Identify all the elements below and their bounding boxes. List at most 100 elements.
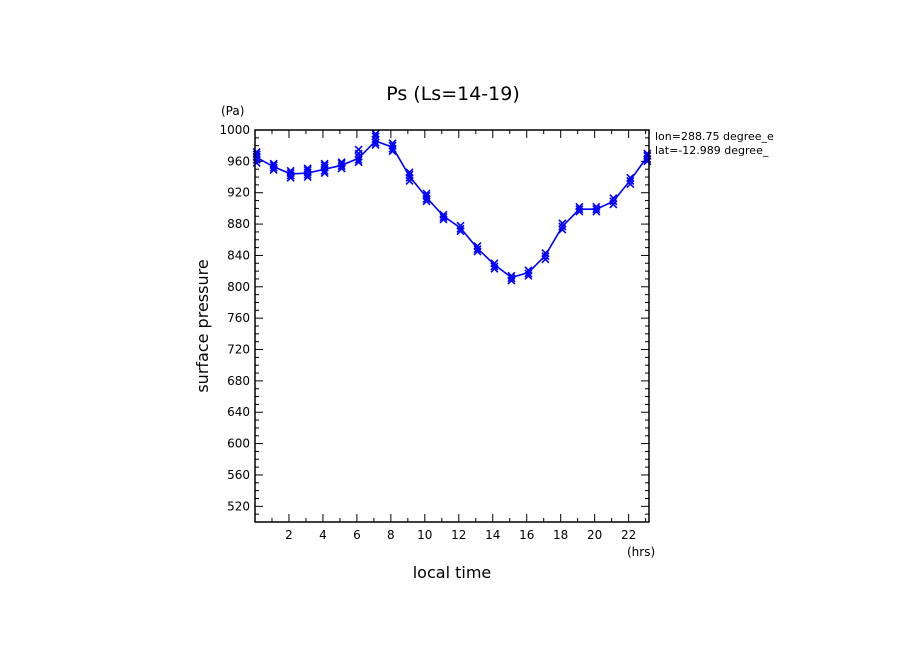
series-line	[256, 140, 648, 279]
x-marker	[405, 168, 414, 177]
x-marker-stroke	[388, 141, 397, 150]
x-marker-stroke	[558, 219, 567, 228]
x-marker	[507, 271, 516, 280]
x-marker	[456, 224, 465, 233]
x-marker	[405, 176, 414, 186]
y-tick-label: 840	[227, 248, 250, 262]
x-marker-stroke	[286, 169, 295, 178]
y-units-label: (Pa)	[221, 104, 244, 118]
x-marker	[609, 197, 618, 206]
x-marker	[354, 155, 363, 164]
x-marker	[371, 129, 380, 138]
annotation-lat: lat=-12.989 degree_	[655, 144, 769, 157]
x-tick-label: 8	[387, 528, 395, 542]
x-marker-stroke	[337, 158, 346, 167]
x-marker	[558, 225, 567, 234]
x-marker	[507, 274, 516, 283]
x-marker	[592, 205, 601, 214]
x-marker-stroke	[388, 139, 397, 148]
x-marker	[473, 245, 482, 254]
x-marker	[541, 255, 550, 264]
y-tick-label: 760	[227, 311, 250, 325]
x-marker-stroke	[473, 241, 482, 251]
x-marker	[337, 158, 346, 167]
chart-title: Ps (Ls=14-19)	[386, 83, 520, 105]
x-marker-stroke	[303, 165, 312, 175]
x-marker-stroke	[541, 252, 550, 261]
x-units-label: (hrs)	[627, 545, 655, 559]
x-marker-stroke	[524, 266, 533, 275]
x-marker	[286, 169, 295, 178]
annotation-clip	[781, 128, 904, 160]
x-marker-stroke	[626, 173, 635, 182]
x-marker	[269, 159, 278, 168]
x-marker-stroke	[354, 155, 363, 164]
x-tick-label: 6	[353, 528, 361, 542]
x-marker-stroke	[558, 225, 567, 234]
x-marker-stroke	[575, 202, 584, 211]
plot-frame	[254, 129, 650, 523]
x-tick-label: 10	[417, 528, 432, 542]
x-marker-stroke	[592, 202, 601, 211]
x-axis-label: local time	[413, 563, 492, 582]
x-marker-stroke	[405, 170, 414, 179]
y-tick-label: 880	[227, 217, 250, 231]
annotation-lon: lon=288.75 degree_e	[655, 130, 774, 143]
x-marker-stroke	[303, 164, 312, 173]
y-tick-label: 640	[227, 405, 250, 419]
x-tick-label: 4	[319, 528, 327, 542]
x-marker	[303, 165, 312, 175]
x-marker	[541, 249, 550, 258]
x-marker	[575, 205, 584, 214]
y-tick-label: 600	[227, 437, 250, 451]
x-marker	[626, 173, 635, 182]
x-marker-stroke	[439, 212, 448, 222]
x-marker-stroke	[320, 161, 329, 170]
x-marker	[473, 241, 482, 251]
x-marker-stroke	[507, 271, 516, 280]
x-tick-label: 14	[485, 528, 500, 542]
x-marker	[609, 194, 618, 203]
x-tick-label: 22	[621, 528, 636, 542]
x-marker-stroke	[354, 152, 363, 161]
x-marker-stroke	[575, 205, 584, 214]
x-marker	[320, 159, 329, 168]
x-marker	[405, 170, 414, 179]
x-marker	[575, 202, 584, 211]
x-marker-stroke	[354, 145, 363, 154]
x-marker	[524, 266, 533, 275]
y-tick-label: 960	[227, 154, 250, 168]
x-marker-stroke	[490, 262, 499, 271]
x-marker-stroke	[405, 176, 414, 186]
x-marker	[303, 164, 312, 173]
x-marker-stroke	[541, 249, 550, 258]
x-marker	[371, 138, 380, 147]
x-marker-stroke	[456, 221, 465, 230]
x-marker-stroke	[320, 159, 329, 168]
x-marker	[541, 252, 550, 261]
x-marker-stroke	[371, 132, 380, 141]
x-marker-stroke	[422, 191, 431, 200]
x-marker-stroke	[524, 269, 533, 278]
y-tick-label: 1000	[219, 123, 250, 137]
x-marker	[626, 176, 635, 186]
x-marker-stroke	[439, 210, 448, 219]
x-marker	[490, 259, 499, 268]
x-marker-stroke	[592, 205, 601, 214]
x-marker	[609, 200, 618, 209]
y-tick-label: 800	[227, 280, 250, 294]
x-tick-label: 20	[587, 528, 602, 542]
plot-area	[252, 129, 652, 285]
x-marker-stroke	[558, 222, 567, 231]
x-marker	[524, 269, 533, 278]
y-tick-label: 720	[227, 343, 250, 357]
x-marker-stroke	[405, 168, 414, 177]
x-marker	[286, 166, 295, 175]
x-marker	[422, 191, 431, 200]
x-marker-stroke	[626, 180, 635, 189]
y-tick-label: 680	[227, 374, 250, 388]
x-marker-stroke	[490, 259, 499, 268]
x-tick-label: 18	[553, 528, 568, 542]
x-marker-stroke	[371, 138, 380, 147]
x-marker	[388, 141, 397, 150]
